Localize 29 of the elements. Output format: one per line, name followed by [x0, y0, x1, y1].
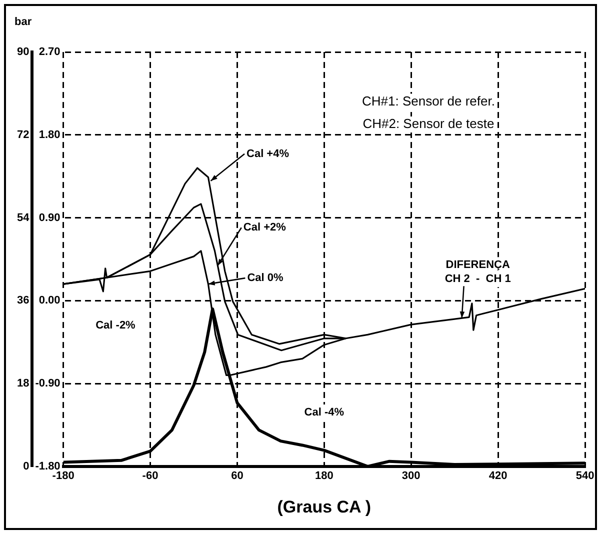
y2-tick-label: -0.90	[35, 378, 60, 390]
y-axis-title: bar	[14, 16, 32, 28]
x-tick-label: 60	[231, 470, 244, 482]
annotation: Cal -4%	[304, 406, 344, 419]
y-tick-label: 0	[23, 460, 30, 472]
y2-tick-label: 1.80	[38, 128, 60, 141]
x-tick-label: -180	[52, 470, 74, 482]
y-tick-label: 54	[16, 212, 30, 224]
annotation: CH#1: Sensor de refer.	[362, 93, 495, 108]
annotation: Cal +4%	[246, 148, 290, 160]
x-axis-title: (Graus CA )	[277, 497, 372, 516]
x-tick-label: 420	[488, 470, 508, 482]
y-tick-label: 90	[16, 46, 30, 58]
x-tick-label: 300	[402, 470, 420, 482]
annotation: Cal +2%	[243, 222, 286, 234]
annotation: CH#2: Sensor de teste	[362, 116, 494, 132]
x-tick-label: 540	[576, 470, 594, 482]
y2-tick-label: 0.90	[38, 212, 60, 224]
annotation: Cal 0%	[247, 272, 284, 284]
x-tick-label: 180	[314, 470, 334, 482]
y-tick-label: 36	[16, 294, 30, 307]
x-tick-label: -60	[142, 470, 158, 482]
y2-tick-label: -1.80	[35, 460, 60, 472]
y2-tick-label: 2.70	[38, 46, 60, 58]
y-tick-label: 72	[16, 128, 30, 141]
y-tick-label: 18	[16, 378, 30, 390]
annotation: DIFERENÇA CH 2 - CH 1	[444, 259, 511, 286]
y2-tick-label: 0.00	[38, 294, 60, 307]
annotation: Cal -2%	[96, 320, 136, 332]
